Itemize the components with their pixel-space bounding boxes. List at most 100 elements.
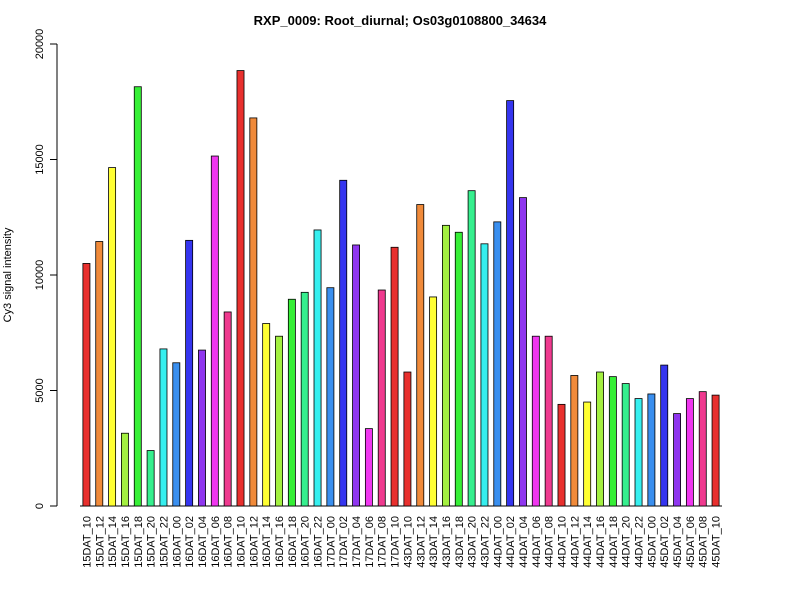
- bar-17dat-04: [352, 244, 360, 507]
- x-tick-label: 16DAT_06: [210, 516, 222, 568]
- x-tick-label: 17DAT_02: [338, 516, 350, 568]
- x-tick-label: 43DAT_14: [428, 516, 440, 568]
- y-tick-label: 20000: [34, 29, 46, 60]
- y-tick-label: 5000: [34, 378, 46, 402]
- x-tick-label: 16DAT_10: [236, 516, 248, 568]
- bar-45dat-10: [711, 394, 720, 507]
- bar-45dat-06: [685, 398, 694, 507]
- bar-43dat-18: [454, 231, 463, 507]
- bar-16dat-04: [198, 349, 206, 507]
- x-tick-label: 16DAT_08: [223, 516, 235, 568]
- x-tick-label: 43DAT_18: [454, 516, 466, 568]
- bar-15dat-12: [95, 241, 104, 507]
- bar-44dat-06: [531, 335, 540, 507]
- bar-43dat-16: [442, 224, 450, 507]
- bar-44dat-10: [557, 403, 566, 507]
- bar-44dat-14: [583, 401, 592, 507]
- bar-15dat-22: [159, 348, 168, 507]
- bar-16dat-02: [185, 239, 194, 507]
- x-tick-label: 44DAT_22: [634, 516, 646, 568]
- x-tick-label: 44DAT_18: [608, 516, 620, 568]
- x-tick-label: 15DAT_22: [158, 516, 170, 568]
- x-tick-label: 45DAT_02: [659, 516, 671, 568]
- x-tick-label: 15DAT_18: [133, 516, 145, 568]
- x-tick-label: 17DAT_06: [364, 516, 376, 568]
- x-tick-label: 16DAT_04: [197, 516, 209, 568]
- bar-16dat-20: [300, 291, 309, 507]
- x-tick-label: 15DAT_10: [81, 516, 93, 568]
- x-tick-label: 17DAT_10: [390, 516, 402, 568]
- y-tick-label: 15000: [34, 144, 46, 175]
- bar-44dat-04: [519, 197, 527, 507]
- y-axis-label: Cy3 signal intensity: [2, 227, 14, 322]
- bar-15dat-18: [133, 86, 142, 507]
- x-tick-label: 15DAT_20: [146, 516, 158, 568]
- bar-16dat-22: [313, 229, 322, 507]
- x-tick-label: 43DAT_10: [402, 516, 414, 568]
- x-tick-label: 43DAT_20: [467, 516, 479, 568]
- bar-44dat-08: [544, 335, 553, 507]
- bar-45dat-08: [698, 391, 707, 507]
- bar-16dat-12: [249, 117, 258, 507]
- x-tick-label: 17DAT_00: [325, 516, 337, 568]
- bar-16dat-06: [210, 155, 219, 507]
- bar-43dat-22: [480, 243, 489, 507]
- x-tick-label: 15DAT_16: [120, 516, 132, 568]
- x-tick-label: 44DAT_04: [518, 516, 530, 568]
- x-tick-label: 44DAT_08: [544, 516, 556, 568]
- bar-43dat-14: [429, 296, 438, 507]
- x-tick-label: 44DAT_00: [492, 516, 504, 568]
- bar-43dat-20: [467, 190, 476, 507]
- bar-44dat-20: [621, 383, 630, 507]
- bar-15dat-14: [108, 167, 117, 507]
- x-tick-label: 16DAT_18: [287, 516, 299, 568]
- x-tick-label: 43DAT_12: [415, 516, 427, 568]
- x-tick-label: 16DAT_00: [171, 516, 183, 568]
- x-tick-label: 43DAT_22: [479, 516, 491, 568]
- x-tick-label: 43DAT_16: [441, 516, 453, 568]
- x-tick-label: 44DAT_20: [621, 516, 633, 568]
- bar-16dat-14: [262, 323, 271, 507]
- chart-title: RXP_0009: Root_diurnal; Os03g0108800_346…: [254, 13, 547, 28]
- y-tick-label: 10000: [34, 260, 46, 291]
- x-tick-label: 44DAT_12: [569, 516, 581, 568]
- bar-45dat-00: [647, 393, 656, 507]
- x-tick-label: 16DAT_14: [261, 516, 273, 568]
- x-tick-label: 15DAT_14: [107, 516, 119, 568]
- x-tick-label: 44DAT_16: [595, 516, 607, 568]
- bar-44dat-02: [506, 100, 515, 507]
- bar-44dat-16: [596, 371, 604, 507]
- bar-17dat-02: [339, 179, 348, 507]
- x-tick-label: 16DAT_02: [184, 516, 196, 568]
- x-tick-label: 45DAT_06: [685, 516, 697, 568]
- bar-17dat-06: [364, 428, 373, 507]
- bar-16dat-00: [172, 362, 181, 507]
- y-tick-label: 0: [34, 503, 46, 509]
- bar-44dat-22: [634, 398, 643, 507]
- bar-16dat-10: [236, 70, 245, 507]
- bar-17dat-08: [377, 289, 386, 507]
- x-tick-label: 16DAT_16: [274, 516, 286, 568]
- bar-17dat-10: [390, 246, 399, 507]
- x-tick-label: 17DAT_04: [351, 516, 363, 568]
- bar-44dat-00: [493, 221, 502, 507]
- bar-44dat-18: [608, 376, 617, 507]
- x-tick-label: 45DAT_00: [646, 516, 658, 568]
- x-tick-label: 44DAT_02: [505, 516, 517, 568]
- x-tick-label: 44DAT_14: [582, 516, 594, 568]
- bar-17dat-00: [326, 287, 335, 507]
- x-tick-label: 16DAT_12: [248, 516, 260, 568]
- bar-16dat-08: [223, 311, 232, 507]
- x-tick-label: 15DAT_12: [94, 516, 106, 568]
- bar-43dat-12: [416, 204, 425, 507]
- x-tick-label: 45DAT_08: [698, 516, 710, 568]
- bar-43dat-10: [403, 371, 412, 507]
- bar-44dat-12: [570, 375, 579, 507]
- bar-16dat-16: [275, 335, 283, 507]
- x-tick-label: 44DAT_06: [531, 516, 543, 568]
- x-tick-labels: 15DAT_10 15DAT_12 15DAT_14 15DAT_16 15DAT_18…: [81, 516, 722, 568]
- bar-15dat-16: [121, 432, 129, 507]
- x-tick-label: 45DAT_04: [672, 516, 684, 568]
- x-tick-label: 17DAT_08: [377, 516, 389, 568]
